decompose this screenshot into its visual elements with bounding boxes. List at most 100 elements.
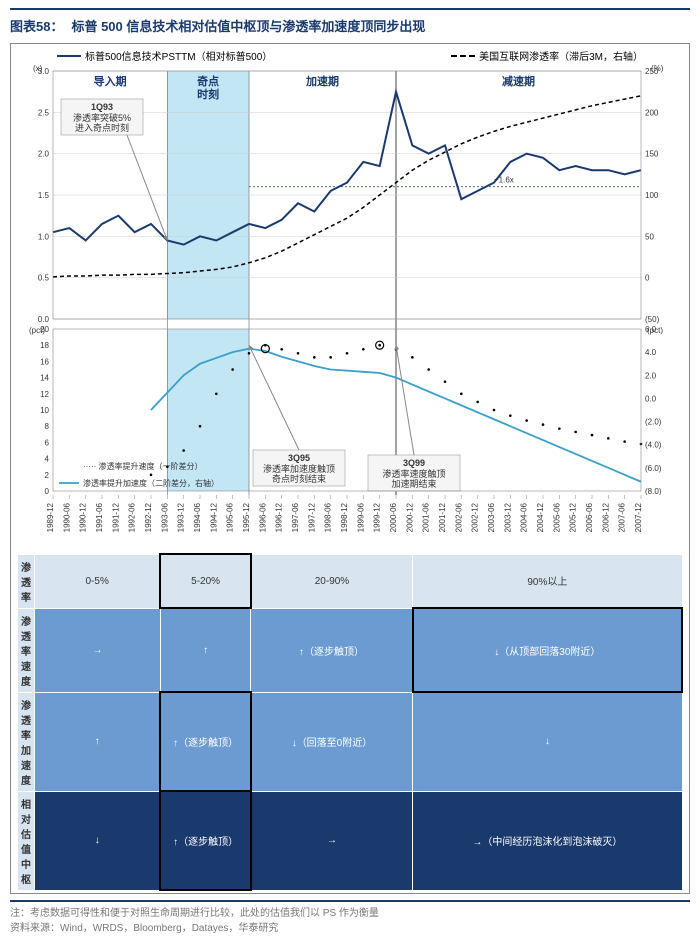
svg-text:2: 2 (45, 471, 50, 480)
svg-text:2006-06: 2006-06 (585, 502, 594, 532)
svg-text:2001-12: 2001-12 (438, 502, 447, 532)
svg-text:2.5: 2.5 (38, 108, 50, 117)
svg-text:1999-12: 1999-12 (373, 502, 382, 532)
figure-number: 图表58： (10, 19, 63, 34)
svg-text:时刻: 时刻 (197, 87, 219, 101)
svg-text:0.0: 0.0 (645, 394, 657, 403)
svg-text:2007-12: 2007-12 (634, 502, 643, 532)
phase-cell: ↑ (35, 692, 161, 791)
svg-text:18: 18 (40, 341, 49, 350)
svg-text:3Q95: 3Q95 (288, 453, 310, 463)
legend-penetration: 美国互联网渗透率（滞后3M，右轴） (451, 48, 643, 63)
svg-text:14: 14 (40, 374, 49, 383)
svg-text:16: 16 (40, 357, 49, 366)
legend-dash-icon (451, 55, 475, 57)
phase-cell: → (35, 608, 161, 692)
svg-text:加速期结束: 加速期结束 (391, 478, 436, 489)
phase-cell: ↓（从顶部回落30附近） (413, 608, 682, 692)
x-axis-labels: 1989-121990-061990-121991-061991-121992-… (17, 495, 683, 549)
svg-text:(50): (50) (645, 315, 660, 324)
phase-cell: 20-90% (251, 554, 413, 608)
svg-text:(4.0): (4.0) (645, 441, 662, 450)
svg-text:2006-12: 2006-12 (601, 502, 610, 532)
svg-text:2003-12: 2003-12 (503, 502, 512, 532)
svg-text:(2.0): (2.0) (645, 418, 662, 427)
svg-text:1997-06: 1997-06 (291, 502, 300, 532)
svg-text:0.5: 0.5 (38, 274, 50, 283)
phase-cell: ↓ (35, 791, 161, 890)
svg-text:2.0: 2.0 (645, 371, 657, 380)
svg-text:0.0: 0.0 (38, 315, 50, 324)
svg-text:150: 150 (645, 150, 659, 159)
svg-text:渗透率速度触顶: 渗透率速度触顶 (382, 468, 445, 479)
svg-text:2002-06: 2002-06 (454, 502, 463, 532)
legend-line-icon (57, 55, 81, 57)
svg-text:····· 渗透率提升速度（一阶差分）: ····· 渗透率提升速度（一阶差分） (83, 461, 203, 471)
figure-title-text: 标普 500 信息技术相对估值中枢顶与渗透率加速度顶同步出现 (71, 19, 425, 34)
svg-text:1997-12: 1997-12 (307, 502, 316, 532)
svg-text:(%): (%) (651, 65, 664, 73)
phase-cell: 0-5% (35, 554, 161, 608)
svg-text:0: 0 (45, 487, 50, 495)
svg-text:100: 100 (645, 191, 659, 200)
svg-text:1995-06: 1995-06 (226, 502, 235, 532)
svg-text:1.5: 1.5 (38, 191, 50, 200)
phase-cell: ↑ (160, 608, 250, 692)
svg-text:渗透率提升加速度（二阶差分，右轴）: 渗透率提升加速度（二阶差分，右轴） (83, 478, 219, 488)
svg-text:2005-12: 2005-12 (569, 502, 578, 532)
upper-chart: 0.00.51.01.52.02.53.0(50)050100150200250… (17, 65, 683, 325)
phase-cell: →（中间经历泡沫化到泡沫破灭） (413, 791, 682, 890)
phase-cell: → (251, 791, 413, 890)
svg-text:进入奇点时刻: 进入奇点时刻 (75, 122, 129, 133)
row-header: 渗透率 (18, 554, 35, 608)
phase-cell: 90%以上 (413, 554, 682, 608)
top-legend: 标普500信息技术PSTTM（相对标普500） 美国互联网渗透率（滞后3M，右轴… (17, 48, 683, 65)
svg-text:(x): (x) (33, 65, 43, 73)
phase-cell: ↑（逐步触顶） (160, 692, 250, 791)
svg-text:10: 10 (40, 406, 49, 415)
lower-chart: 02468101214161820(8.0)(6.0)(4.0)(2.0)0.0… (17, 325, 683, 495)
svg-text:1990-12: 1990-12 (79, 502, 88, 532)
row-header: 相对估值中枢 (18, 791, 35, 890)
svg-text:1994-06: 1994-06 (193, 502, 202, 532)
svg-text:4: 4 (45, 455, 50, 464)
svg-text:6: 6 (45, 438, 50, 447)
svg-text:1996-06: 1996-06 (258, 502, 267, 532)
phase-cell: 5-20% (160, 554, 250, 608)
row-header: 渗透率速度 (18, 608, 35, 692)
svg-text:(8.0): (8.0) (645, 487, 662, 495)
svg-text:(pct): (pct) (647, 326, 663, 335)
row-header: 渗透率加速度 (18, 692, 35, 791)
svg-text:2005-06: 2005-06 (552, 502, 561, 532)
svg-text:8: 8 (45, 422, 50, 431)
svg-text:2004-12: 2004-12 (536, 502, 545, 532)
svg-text:减速期: 减速期 (502, 74, 535, 88)
chart-container: 标普500信息技术PSTTM（相对标普500） 美国互联网渗透率（滞后3M，右轴… (10, 43, 690, 894)
svg-text:2004-06: 2004-06 (520, 502, 529, 532)
svg-text:200: 200 (645, 108, 659, 117)
svg-text:1Q93: 1Q93 (91, 102, 113, 112)
svg-text:2000-12: 2000-12 (405, 502, 414, 532)
svg-text:2000-06: 2000-06 (389, 502, 398, 532)
svg-text:4.0: 4.0 (645, 348, 657, 357)
svg-text:2007-06: 2007-06 (618, 502, 627, 532)
svg-text:1991-06: 1991-06 (95, 502, 104, 532)
svg-text:(pct): (pct) (29, 326, 45, 335)
footnote-1: 注：考虑数据可得性和便于对照生命周期进行比较，此处的估值我们以 PS 作为衡量 (10, 906, 690, 921)
svg-text:2.0: 2.0 (38, 150, 50, 159)
svg-text:1993-12: 1993-12 (177, 502, 186, 532)
phase-table: 渗透率0-5%5-20%20-90%90%以上渗透率速度→↑↑（逐步触顶）↓（从… (17, 553, 683, 891)
svg-text:渗透率加速度触顶: 渗透率加速度触顶 (263, 463, 335, 474)
svg-text:1996-12: 1996-12 (275, 502, 284, 532)
footnote-2: 资料来源：Wind，WRDS，Bloomberg，Datayes，华泰研究 (10, 921, 690, 936)
legend-ps: 标普500信息技术PSTTM（相对标普500） (57, 48, 272, 63)
svg-text:加速期: 加速期 (305, 74, 339, 88)
svg-text:渗透率突破5%: 渗透率突破5% (73, 112, 131, 123)
svg-text:2003-06: 2003-06 (487, 502, 496, 532)
chart-title: 图表58： 标普 500 信息技术相对估值中枢顶与渗透率加速度顶同步出现 (10, 8, 690, 39)
svg-text:1.0: 1.0 (38, 232, 50, 241)
svg-text:1989-12: 1989-12 (46, 502, 55, 532)
phase-cell: ↑（逐步触顶） (160, 791, 250, 890)
svg-text:1992-06: 1992-06 (128, 502, 137, 532)
svg-text:1999-06: 1999-06 (356, 502, 365, 532)
